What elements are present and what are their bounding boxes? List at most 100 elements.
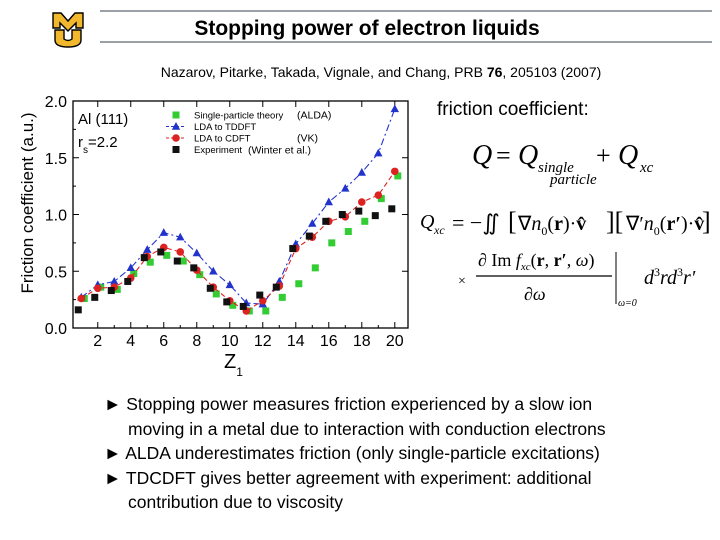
data-point (390, 104, 399, 113)
svg-text:xc: xc (433, 223, 445, 237)
data-point (357, 168, 366, 176)
svg-text:∇′n0(r′)·v̂: ∇′n0(r′)·v̂ (625, 213, 704, 238)
data-point (239, 302, 247, 310)
data-point (311, 264, 319, 272)
svg-text:∂ω: ∂ω (524, 284, 546, 304)
y-tick-label: 0.5 (45, 264, 67, 281)
data-point (176, 248, 185, 256)
x-tick-label: 4 (126, 333, 135, 350)
y-tick-label: 1.5 (45, 151, 67, 168)
data-point (190, 264, 198, 272)
svg-text:Q: Q (420, 211, 435, 233)
bullet-item: ► ALDA underestimates friction (only sin… (104, 441, 704, 466)
eq-total: Q = Q single particle + Q xc (472, 140, 654, 188)
data-point (355, 207, 363, 215)
data-point (275, 276, 284, 285)
series-lda-to-cdft (77, 167, 399, 315)
svg-text:∇n0(r)·v̂: ∇n0(r)·v̂ (517, 213, 586, 238)
header-rule-top (100, 10, 712, 12)
data-point (225, 280, 234, 289)
data-point (173, 257, 181, 265)
bullet-marker: ► (104, 443, 122, 463)
logo-m-shape (52, 12, 84, 32)
data-point (77, 294, 86, 303)
data-point (212, 290, 220, 298)
series-line (80, 108, 396, 305)
data-point (394, 172, 402, 180)
citation-authors: Nazarov, Pitarke, Takada, Vignale, and C… (160, 64, 487, 80)
x-axis-label-main: Z (224, 351, 236, 373)
legend-annotation: (Winter et al.) (248, 145, 311, 157)
citation-pages: , 205103 (2007) (502, 64, 602, 80)
data-point (371, 212, 379, 220)
friction-coefficient-label: friction coefficient: (437, 99, 589, 120)
y-tick-label: 2.0 (45, 94, 67, 111)
legend-label: Experiment (194, 145, 242, 156)
legend-annotation: (ALDA) (297, 110, 331, 122)
svg-text:∂ Im fxc(r, r′, ω): ∂ Im fxc(r, r′, ω) (478, 250, 594, 273)
eq-xc: Q xc = −∬ [ ∇n0(r)·v̂ ][ ∇′n0(r′)·v̂ ] (420, 207, 711, 238)
svg-text:Q: Q (518, 140, 538, 171)
data-point (176, 232, 185, 241)
bullet-marker: ► (104, 394, 122, 414)
data-point (93, 284, 102, 293)
eq-kernel: × ∂ Im fxc(r, r′, ω) ∂ω ω=0 d3rd3r′ (458, 250, 696, 309)
bullet-continuation: contribution due to viscosity (128, 492, 343, 512)
data-point (374, 148, 383, 157)
svg-text:Q: Q (618, 140, 638, 171)
panel-label-surface: Al (111) (78, 111, 128, 128)
x-tick-label: 16 (320, 333, 338, 350)
bullet-text: Stopping power measures friction experie… (126, 394, 593, 414)
data-point (209, 266, 218, 275)
legend-marker (172, 111, 180, 119)
y-tick-label: 0.0 (45, 321, 67, 338)
svg-text:=: = (496, 141, 511, 170)
data-point (124, 277, 132, 285)
x-tick-label: 12 (254, 333, 272, 350)
bullet-text: ALDA underestimates friction (only singl… (125, 443, 600, 463)
data-point (328, 239, 336, 247)
svg-text:ω=0: ω=0 (618, 298, 637, 309)
bullet-marker: ► (104, 467, 122, 488)
data-point (256, 291, 264, 299)
x-tick-label: 14 (287, 333, 305, 350)
data-point (110, 276, 119, 285)
data-point (289, 245, 297, 253)
svg-text:]: ] (702, 207, 711, 236)
data-point (159, 228, 168, 236)
data-point (278, 293, 286, 301)
series-single-particle-theory (80, 172, 402, 315)
data-point (74, 306, 82, 314)
data-point (229, 301, 237, 309)
x-axis-label: Z1 (224, 351, 243, 379)
x-tick-label: 18 (353, 333, 371, 350)
svg-text:particle: particle (549, 172, 597, 188)
x-axis-label-sub: 1 (236, 365, 243, 379)
data-point (344, 228, 352, 236)
legend-label: LDA to TDDFT (194, 122, 256, 133)
data-point (179, 257, 187, 265)
data-point (272, 283, 280, 291)
svg-text:= −∬: = −∬ (452, 210, 500, 235)
data-point (308, 219, 317, 227)
series-lda-to-tddft (77, 104, 399, 308)
header-rule-bottom (100, 41, 712, 43)
data-point (146, 258, 154, 266)
legend-label: Single-particle theory (194, 111, 283, 122)
data-point (223, 298, 231, 306)
data-point (295, 280, 303, 288)
data-point (377, 195, 385, 203)
series-line (80, 171, 396, 312)
data-point (143, 245, 152, 253)
citation: Nazarov, Pitarke, Takada, Vignale, and C… (0, 64, 720, 80)
bullet-continuation: moving in a metal due to interaction wit… (128, 418, 606, 439)
svg-text:d3rd3r′: d3rd3r′ (644, 265, 696, 289)
data-point (341, 183, 350, 192)
data-point (192, 248, 201, 257)
data-point (126, 263, 135, 272)
svg-text:[: [ (508, 207, 517, 236)
panel-label-rs-value: =2.2 (88, 134, 118, 151)
data-point (357, 198, 366, 206)
data-point (374, 191, 383, 200)
